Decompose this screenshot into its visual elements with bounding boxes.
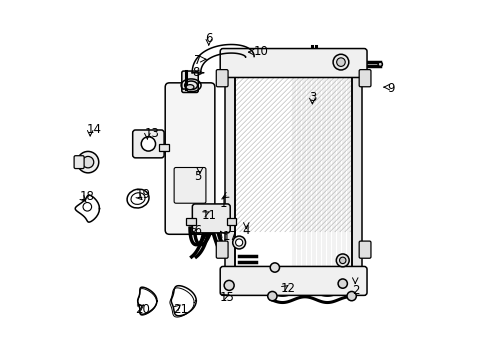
Circle shape xyxy=(336,58,345,66)
Text: 1: 1 xyxy=(219,197,226,210)
Ellipse shape xyxy=(186,85,194,90)
Text: 3: 3 xyxy=(308,91,316,104)
FancyBboxPatch shape xyxy=(132,130,164,158)
Text: 8: 8 xyxy=(192,66,200,79)
Circle shape xyxy=(83,203,91,211)
Text: 5: 5 xyxy=(194,170,202,183)
FancyBboxPatch shape xyxy=(174,167,205,203)
Circle shape xyxy=(267,292,276,301)
Text: 17: 17 xyxy=(222,230,237,243)
Text: 2: 2 xyxy=(351,284,358,297)
Circle shape xyxy=(224,280,234,291)
Circle shape xyxy=(141,137,155,151)
Bar xyxy=(186,218,196,225)
FancyBboxPatch shape xyxy=(358,69,370,87)
FancyBboxPatch shape xyxy=(358,241,370,258)
FancyBboxPatch shape xyxy=(74,156,84,168)
Text: 4: 4 xyxy=(242,224,250,237)
Circle shape xyxy=(337,279,346,288)
FancyBboxPatch shape xyxy=(216,241,227,258)
Text: 12: 12 xyxy=(280,283,295,296)
FancyBboxPatch shape xyxy=(216,69,227,87)
FancyBboxPatch shape xyxy=(182,71,198,93)
Circle shape xyxy=(336,254,348,267)
Bar xyxy=(234,53,351,275)
FancyBboxPatch shape xyxy=(220,49,366,77)
Bar xyxy=(351,53,362,275)
Ellipse shape xyxy=(377,62,382,66)
Circle shape xyxy=(77,152,99,173)
Circle shape xyxy=(346,292,356,301)
Bar xyxy=(159,144,169,151)
Circle shape xyxy=(270,263,279,272)
Text: 18: 18 xyxy=(80,190,94,203)
Text: 11: 11 xyxy=(201,209,216,222)
Circle shape xyxy=(82,157,94,168)
Text: 6: 6 xyxy=(205,32,212,45)
Circle shape xyxy=(339,257,345,264)
FancyBboxPatch shape xyxy=(192,204,230,233)
Text: 13: 13 xyxy=(144,127,159,140)
Bar xyxy=(227,218,236,225)
Text: 10: 10 xyxy=(253,45,268,58)
Circle shape xyxy=(232,236,245,249)
Circle shape xyxy=(235,239,242,246)
Text: 19: 19 xyxy=(135,188,150,201)
Text: 9: 9 xyxy=(386,82,394,95)
Text: 7: 7 xyxy=(194,54,202,67)
Text: 16: 16 xyxy=(187,224,202,237)
Text: 15: 15 xyxy=(219,291,234,305)
Text: 14: 14 xyxy=(86,123,102,136)
Text: 21: 21 xyxy=(173,303,188,316)
FancyBboxPatch shape xyxy=(165,83,214,234)
Text: 20: 20 xyxy=(135,303,150,316)
Circle shape xyxy=(332,54,348,70)
Bar xyxy=(224,53,234,275)
FancyBboxPatch shape xyxy=(220,266,366,296)
